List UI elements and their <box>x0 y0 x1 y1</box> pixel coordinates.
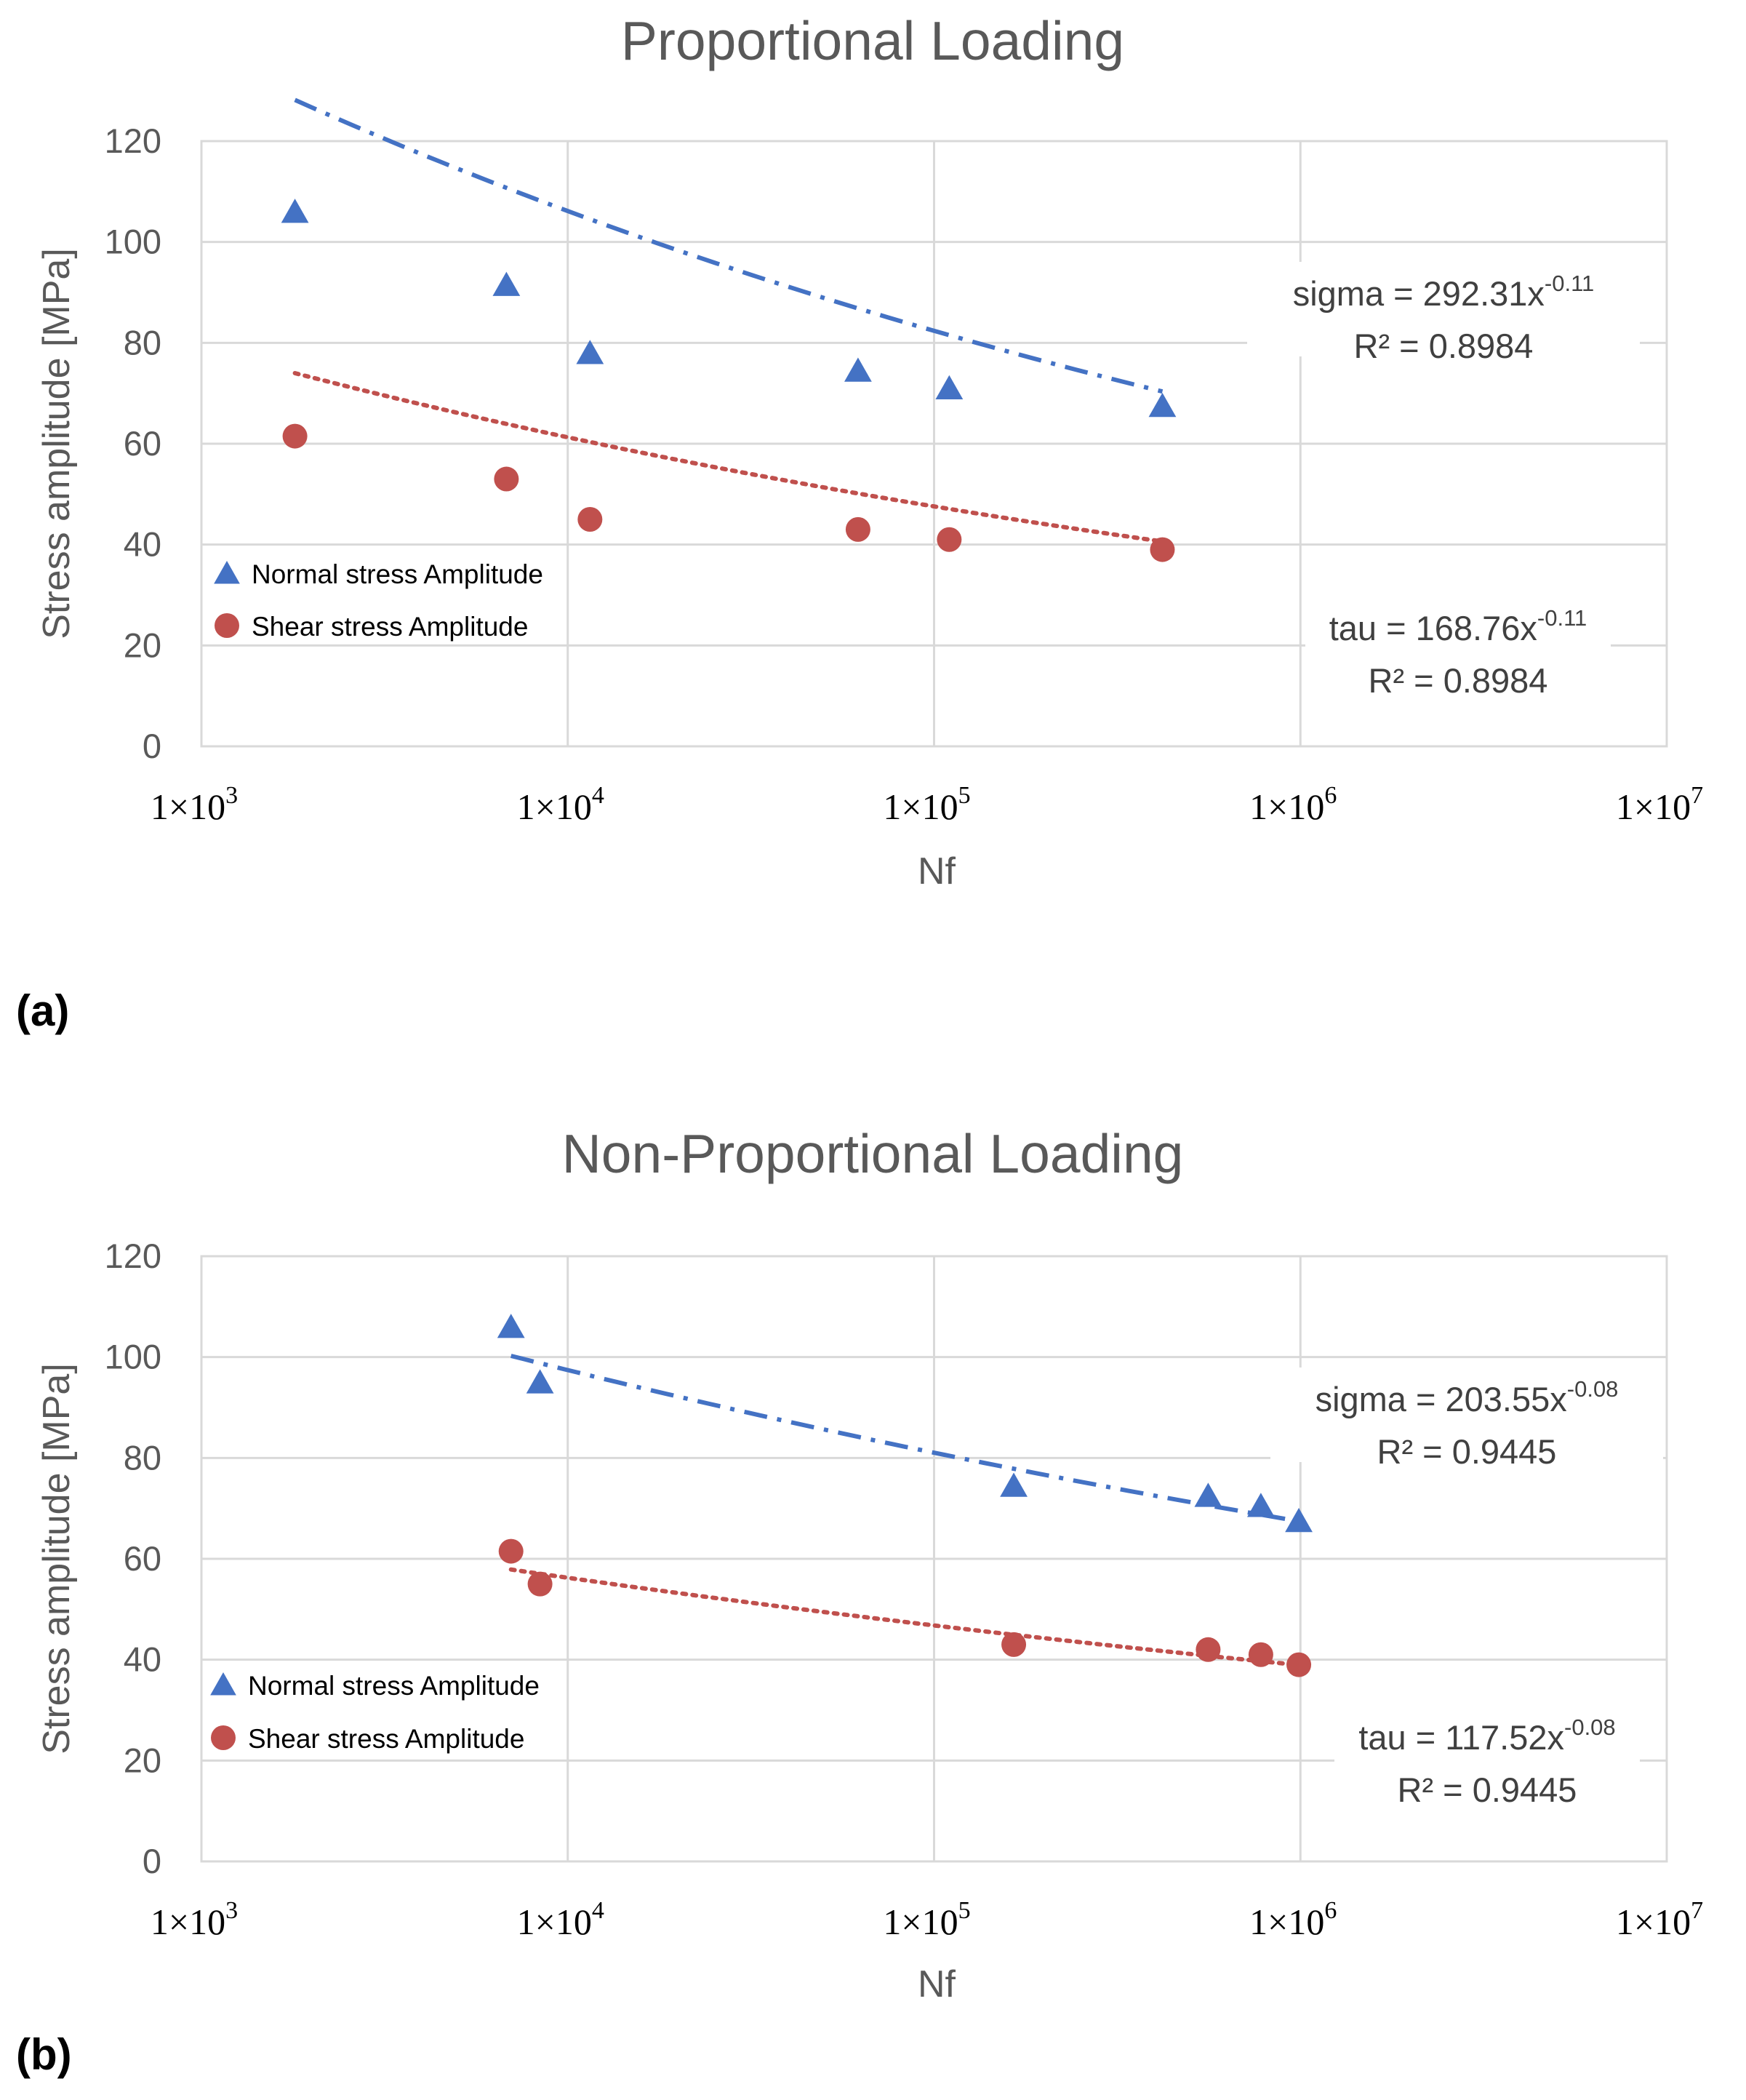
trendline-equation: tau = 117.52x-0.08 <box>1358 1714 1615 1757</box>
legend-shear-stress: Shear stress Amplitude <box>248 1724 524 1754</box>
legend-circle-icon <box>211 1725 236 1750</box>
normal-stress-point <box>935 375 964 400</box>
shear-stress-trendline <box>292 371 1165 544</box>
y-tick-label: 60 <box>124 424 161 463</box>
chart-panel-a: 0 20 40 60 80 100 120 1×103 1×104 1×105 1×106 1×107… <box>16 10 1703 1035</box>
x-axis-title: Nf <box>918 1963 956 2005</box>
equation-box <box>1247 262 1640 356</box>
y-tick-label: 80 <box>124 323 161 362</box>
equation-box <box>1334 1706 1640 1800</box>
x-tick-label: 1×106 <box>1249 782 1337 827</box>
y-tick-label: 120 <box>105 121 161 160</box>
equation-box <box>1305 596 1611 691</box>
shear-stress-point <box>1001 1632 1027 1657</box>
shear-stress-point <box>527 1571 553 1597</box>
equation-box <box>1270 1368 1663 1462</box>
shear-stress-point <box>845 516 870 542</box>
x-tick-label: 1×104 <box>517 1897 604 1942</box>
y-axis-title: Stress amplitude [MPa] <box>36 248 78 639</box>
trendline-equation: sigma = 203.55x-0.08 <box>1315 1376 1619 1418</box>
panel-label: (b) <box>16 2030 72 2079</box>
normal-stress-trendline <box>294 97 1164 394</box>
legend-shear-stress: Shear stress Amplitude <box>252 612 528 642</box>
x-axis-title: Nf <box>918 850 956 893</box>
chart-title: Proportional Loading <box>621 10 1124 71</box>
shear-stress-trendline <box>508 1567 1302 1667</box>
normal-stress-point <box>492 271 521 296</box>
normal-stress-point <box>497 1314 525 1338</box>
normal-stress-trendline <box>510 1354 1300 1524</box>
x-tick-label: 1×103 <box>151 1897 238 1942</box>
trendline-equation: tau = 168.76x-0.11 <box>1329 605 1587 647</box>
shear-stress-point <box>1150 537 1175 562</box>
panel-label: (a) <box>16 986 69 1035</box>
y-tick-label: 100 <box>105 223 161 261</box>
shear-stress-point <box>1248 1642 1273 1667</box>
normal-stress-point <box>844 357 872 382</box>
normal-stress-point <box>526 1369 554 1394</box>
normal-stress-point <box>1000 1472 1028 1497</box>
legend-normal-stress: Normal stress Amplitude <box>248 1671 540 1701</box>
chart-panel-b: 0 20 40 60 80 100 120 1×103 1×104 1×105 1×106 1×107… <box>16 1123 1703 2079</box>
y-axis-title: Stress amplitude [MPa] <box>36 1363 78 1754</box>
trendline-r-squared: R² = 0.8984 <box>1354 327 1534 365</box>
shear-stress-point <box>577 507 603 532</box>
normal-stress-point <box>1285 1508 1313 1533</box>
x-tick-label: 1×105 <box>883 782 970 827</box>
y-tick-label: 20 <box>124 626 161 664</box>
trendline-r-squared: R² = 0.9445 <box>1398 1770 1577 1809</box>
y-tick-label: 20 <box>124 1741 161 1779</box>
normal-stress-point <box>1148 393 1177 418</box>
x-tick-label: 1×106 <box>1249 1897 1337 1942</box>
y-tick-label: 60 <box>124 1539 161 1578</box>
y-tick-label: 100 <box>105 1338 161 1376</box>
legend-triangle-icon <box>214 561 240 584</box>
normal-stress-point <box>281 199 309 223</box>
x-tick-label: 1×107 <box>1616 1897 1703 1942</box>
shear-stress-point <box>1196 1637 1221 1662</box>
legend-triangle-icon <box>210 1672 236 1696</box>
shear-stress-point <box>937 527 962 552</box>
y-tick-label: 0 <box>143 727 161 765</box>
shear-stress-point <box>498 1538 524 1564</box>
trendline-equation: sigma = 292.31x-0.11 <box>1293 271 1595 313</box>
legend-circle-icon <box>215 613 239 638</box>
chart-title: Non-Proportional Loading <box>562 1123 1184 1184</box>
x-tick-label: 1×105 <box>883 1897 970 1942</box>
y-tick-label: 0 <box>143 1842 161 1880</box>
normal-stress-point <box>576 340 604 364</box>
x-tick-label: 1×104 <box>517 782 604 827</box>
y-tick-label: 80 <box>124 1438 161 1477</box>
y-tick-label: 120 <box>105 1237 161 1275</box>
x-tick-label: 1×103 <box>151 782 238 827</box>
trendline-r-squared: R² = 0.9445 <box>1377 1432 1557 1471</box>
y-tick-label: 40 <box>124 525 161 564</box>
y-tick-label: 40 <box>124 1640 161 1679</box>
trendline-r-squared: R² = 0.8984 <box>1369 661 1548 700</box>
legend-normal-stress: Normal stress Amplitude <box>252 559 543 589</box>
shear-stress-point <box>1286 1652 1312 1677</box>
normal-stress-point <box>1194 1482 1222 1507</box>
shear-stress-point <box>282 423 308 449</box>
normal-stress-point <box>1246 1493 1275 1517</box>
x-tick-label: 1×107 <box>1616 782 1703 827</box>
shear-stress-point <box>494 466 519 492</box>
